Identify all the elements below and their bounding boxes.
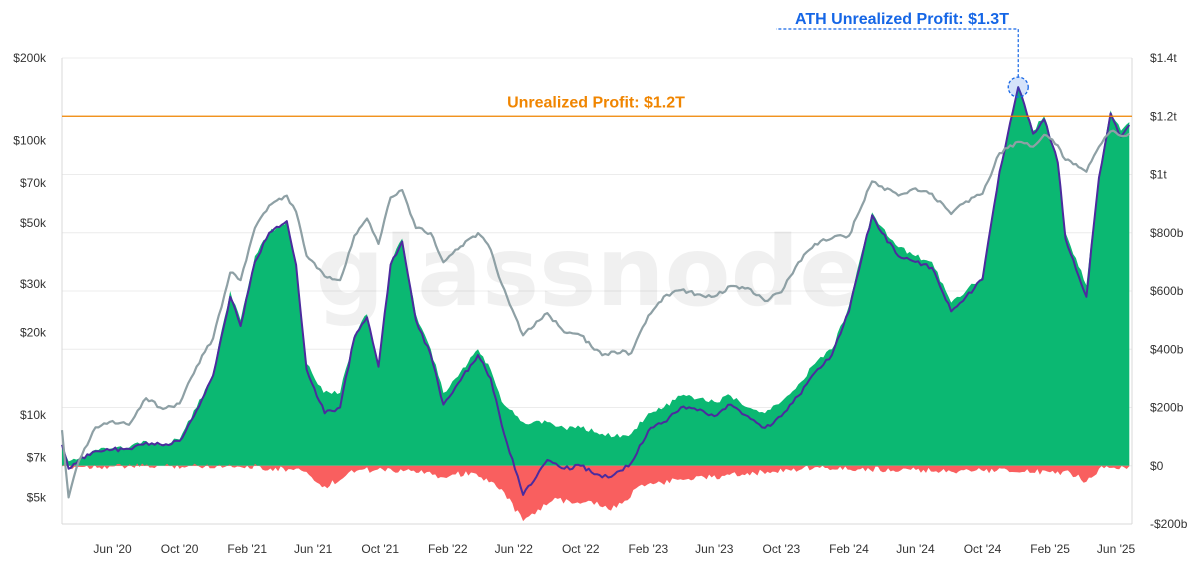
plot-lines (60, 86, 1131, 499)
right-axis: $1.4t $1.2t $1t $800b $600b $400b $200b $0 -$200… (1150, 51, 1188, 531)
x-tick-label: Jun '21 (294, 542, 333, 556)
x-tick-label: Feb '23 (629, 542, 669, 556)
profit-area (62, 87, 1130, 466)
left-tick-label: $30k (20, 277, 47, 291)
x-tick-label: Jun '23 (695, 542, 734, 556)
left-tick-label: $5k (27, 490, 47, 504)
x-tick-label: Jun '25 (1097, 542, 1136, 556)
right-tick-label: $200b (1150, 401, 1184, 415)
price-line (60, 129, 1130, 499)
left-tick-label: $10k (20, 408, 47, 422)
left-tick-label: $100k (13, 134, 47, 148)
ath-leader-line (776, 28, 1019, 78)
right-tick-label: $800b (1150, 226, 1184, 240)
x-tick-label: Jun '20 (93, 542, 132, 556)
x-tick-label: Jun '24 (896, 542, 935, 556)
loss-area (62, 463, 1130, 522)
x-tick-label: Oct '24 (964, 542, 1002, 556)
x-axis: Jun '20 Oct '20 Feb '21 Jun '21 Oct '21 Feb '… (93, 542, 1135, 556)
x-tick-label: Feb '21 (227, 542, 267, 556)
right-tick-label: $400b (1150, 342, 1184, 356)
x-tick-label: Feb '24 (829, 542, 869, 556)
x-tick-label: Oct '20 (161, 542, 199, 556)
unrealized-profit-label: Unrealized Profit: $1.2T (507, 94, 685, 111)
x-tick-label: Feb '22 (428, 542, 468, 556)
right-tick-label: $600b (1150, 284, 1184, 298)
right-tick-label: $0 (1150, 459, 1164, 473)
net-unrealized-line (61, 86, 1131, 496)
ath-marker (1007, 76, 1029, 98)
left-tick-label: $7k (27, 450, 47, 464)
plot-areas (62, 87, 1130, 522)
left-tick-label: $200k (13, 51, 47, 65)
x-tick-label: Oct '22 (562, 542, 600, 556)
left-tick-label: $70k (20, 176, 47, 190)
ath-label: ATH Unrealized Profit: $1.3T (795, 11, 1009, 28)
x-tick-label: Oct '23 (763, 542, 801, 556)
left-tick-label: $50k (20, 216, 47, 230)
x-tick-label: Oct '21 (361, 542, 399, 556)
right-tick-label: $1t (1150, 168, 1167, 182)
left-axis: $200k $100k $70k $50k $30k $20k $10k $7k $5k (13, 51, 47, 504)
x-tick-label: Jun '22 (495, 542, 534, 556)
right-tick-label: $1.4t (1150, 51, 1177, 65)
left-tick-label: $20k (20, 325, 47, 339)
right-tick-label: -$200b (1150, 517, 1188, 531)
right-tick-label: $1.2t (1150, 109, 1177, 123)
annotations: Unrealized Profit: $1.2T ATH Unrealized P… (62, 11, 1132, 117)
x-tick-label: Feb '25 (1030, 542, 1070, 556)
